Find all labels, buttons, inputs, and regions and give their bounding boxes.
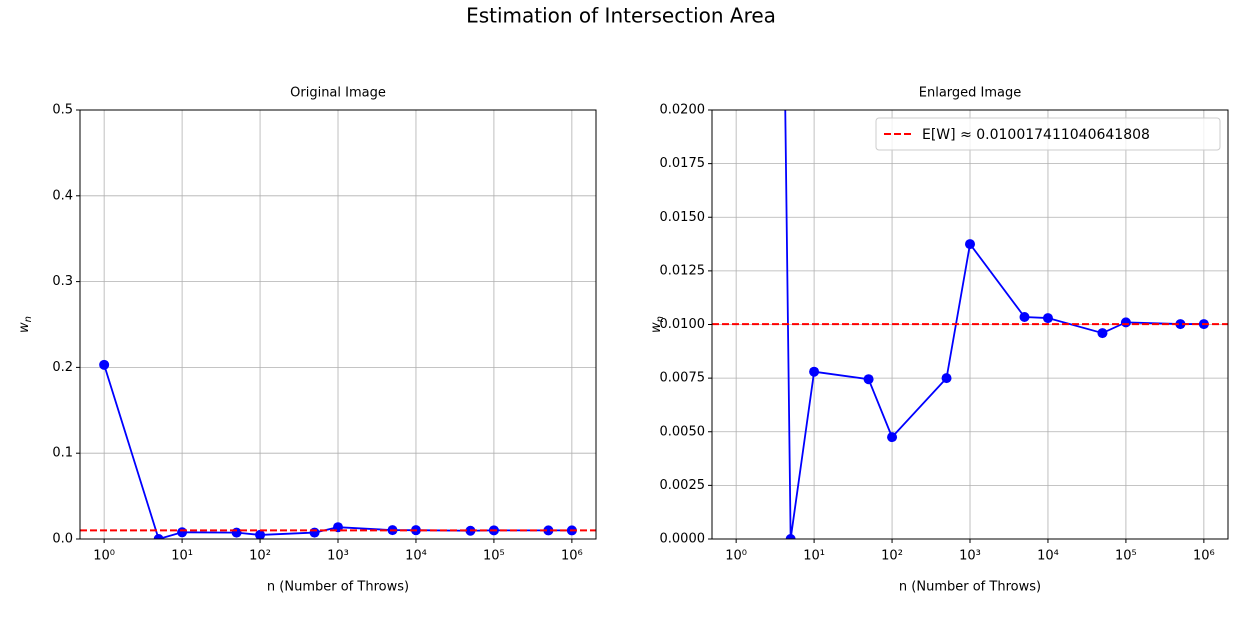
y-tick-label: 0.2 xyxy=(52,360,73,375)
subplot-title: Original Image xyxy=(290,86,386,101)
data-point xyxy=(1019,311,1030,322)
y-tick-label: 0.0025 xyxy=(660,478,706,493)
y-tick-label: 0.1 xyxy=(52,446,73,461)
data-point xyxy=(887,432,898,443)
x-tick-label: 10³ xyxy=(959,549,981,564)
y-axis-label-base: w xyxy=(649,322,664,333)
x-tick-label: 10⁶ xyxy=(1193,549,1215,564)
plot-area xyxy=(712,110,1228,539)
data-point xyxy=(809,366,820,377)
x-axis-label: n (Number of Throws) xyxy=(899,580,1041,595)
data-point xyxy=(1175,319,1186,330)
x-tick-label: 10² xyxy=(249,549,271,564)
subplot-title: Enlarged Image xyxy=(919,86,1022,101)
y-axis-label: wn xyxy=(17,316,35,333)
y-axis-label-sub: n xyxy=(655,316,666,322)
y-tick-label: 0.0 xyxy=(52,532,73,547)
x-tick-label: 10⁴ xyxy=(405,549,427,564)
data-point xyxy=(153,534,164,539)
y-tick-label: 0.0150 xyxy=(660,210,706,225)
legend-label: E[W] ≈ 0.010017411040641808 xyxy=(922,127,1150,143)
data-point xyxy=(177,527,188,538)
y-axis-label-sub: n xyxy=(23,316,34,322)
y-tick-label: 0.4 xyxy=(52,188,73,203)
legend-box xyxy=(875,117,1221,151)
data-point xyxy=(1120,317,1131,328)
data-point xyxy=(231,527,242,538)
x-tick-label: 10⁰ xyxy=(725,549,747,564)
x-tick-label: 10⁵ xyxy=(483,549,505,564)
x-tick-label: 10⁶ xyxy=(561,549,583,564)
data-point xyxy=(1097,328,1108,339)
x-tick-label: 10¹ xyxy=(803,549,825,564)
y-tick-label: 0.0175 xyxy=(660,156,706,171)
y-tick-label: 0.0075 xyxy=(660,371,706,386)
y-axis-label-base: w xyxy=(17,322,32,333)
data-point xyxy=(309,527,320,538)
data-point xyxy=(785,534,796,539)
y-tick-label: 0.0000 xyxy=(660,532,706,547)
data-point xyxy=(965,239,976,250)
data-point xyxy=(941,373,952,384)
data-point xyxy=(543,525,554,536)
y-tick-label: 0.0100 xyxy=(660,317,706,332)
x-tick-label: 10² xyxy=(881,549,903,564)
y-tick-label: 0.0050 xyxy=(660,424,706,439)
data-point xyxy=(255,529,266,539)
y-tick-label: 0.3 xyxy=(52,274,73,289)
figure-title: Estimation of Intersection Area xyxy=(466,4,776,28)
data-point xyxy=(99,359,110,370)
axes-frame xyxy=(711,109,1229,540)
x-tick-label: 10⁴ xyxy=(1037,549,1059,564)
x-tick-label: 10³ xyxy=(327,549,349,564)
data-point xyxy=(1042,313,1053,324)
x-tick-label: 10⁵ xyxy=(1115,549,1137,564)
y-tick-label: 0.0125 xyxy=(660,263,706,278)
x-tick-label: 10⁰ xyxy=(93,549,115,564)
y-axis-label: wn xyxy=(649,316,667,333)
x-tick-label: 10¹ xyxy=(171,549,193,564)
data-point xyxy=(863,374,874,385)
axes-frame xyxy=(79,109,597,540)
y-tick-label: 0.5 xyxy=(52,103,73,118)
x-axis-label: n (Number of Throws) xyxy=(267,580,409,595)
y-tick-label: 0.0200 xyxy=(660,103,706,118)
plot-area xyxy=(80,359,596,539)
